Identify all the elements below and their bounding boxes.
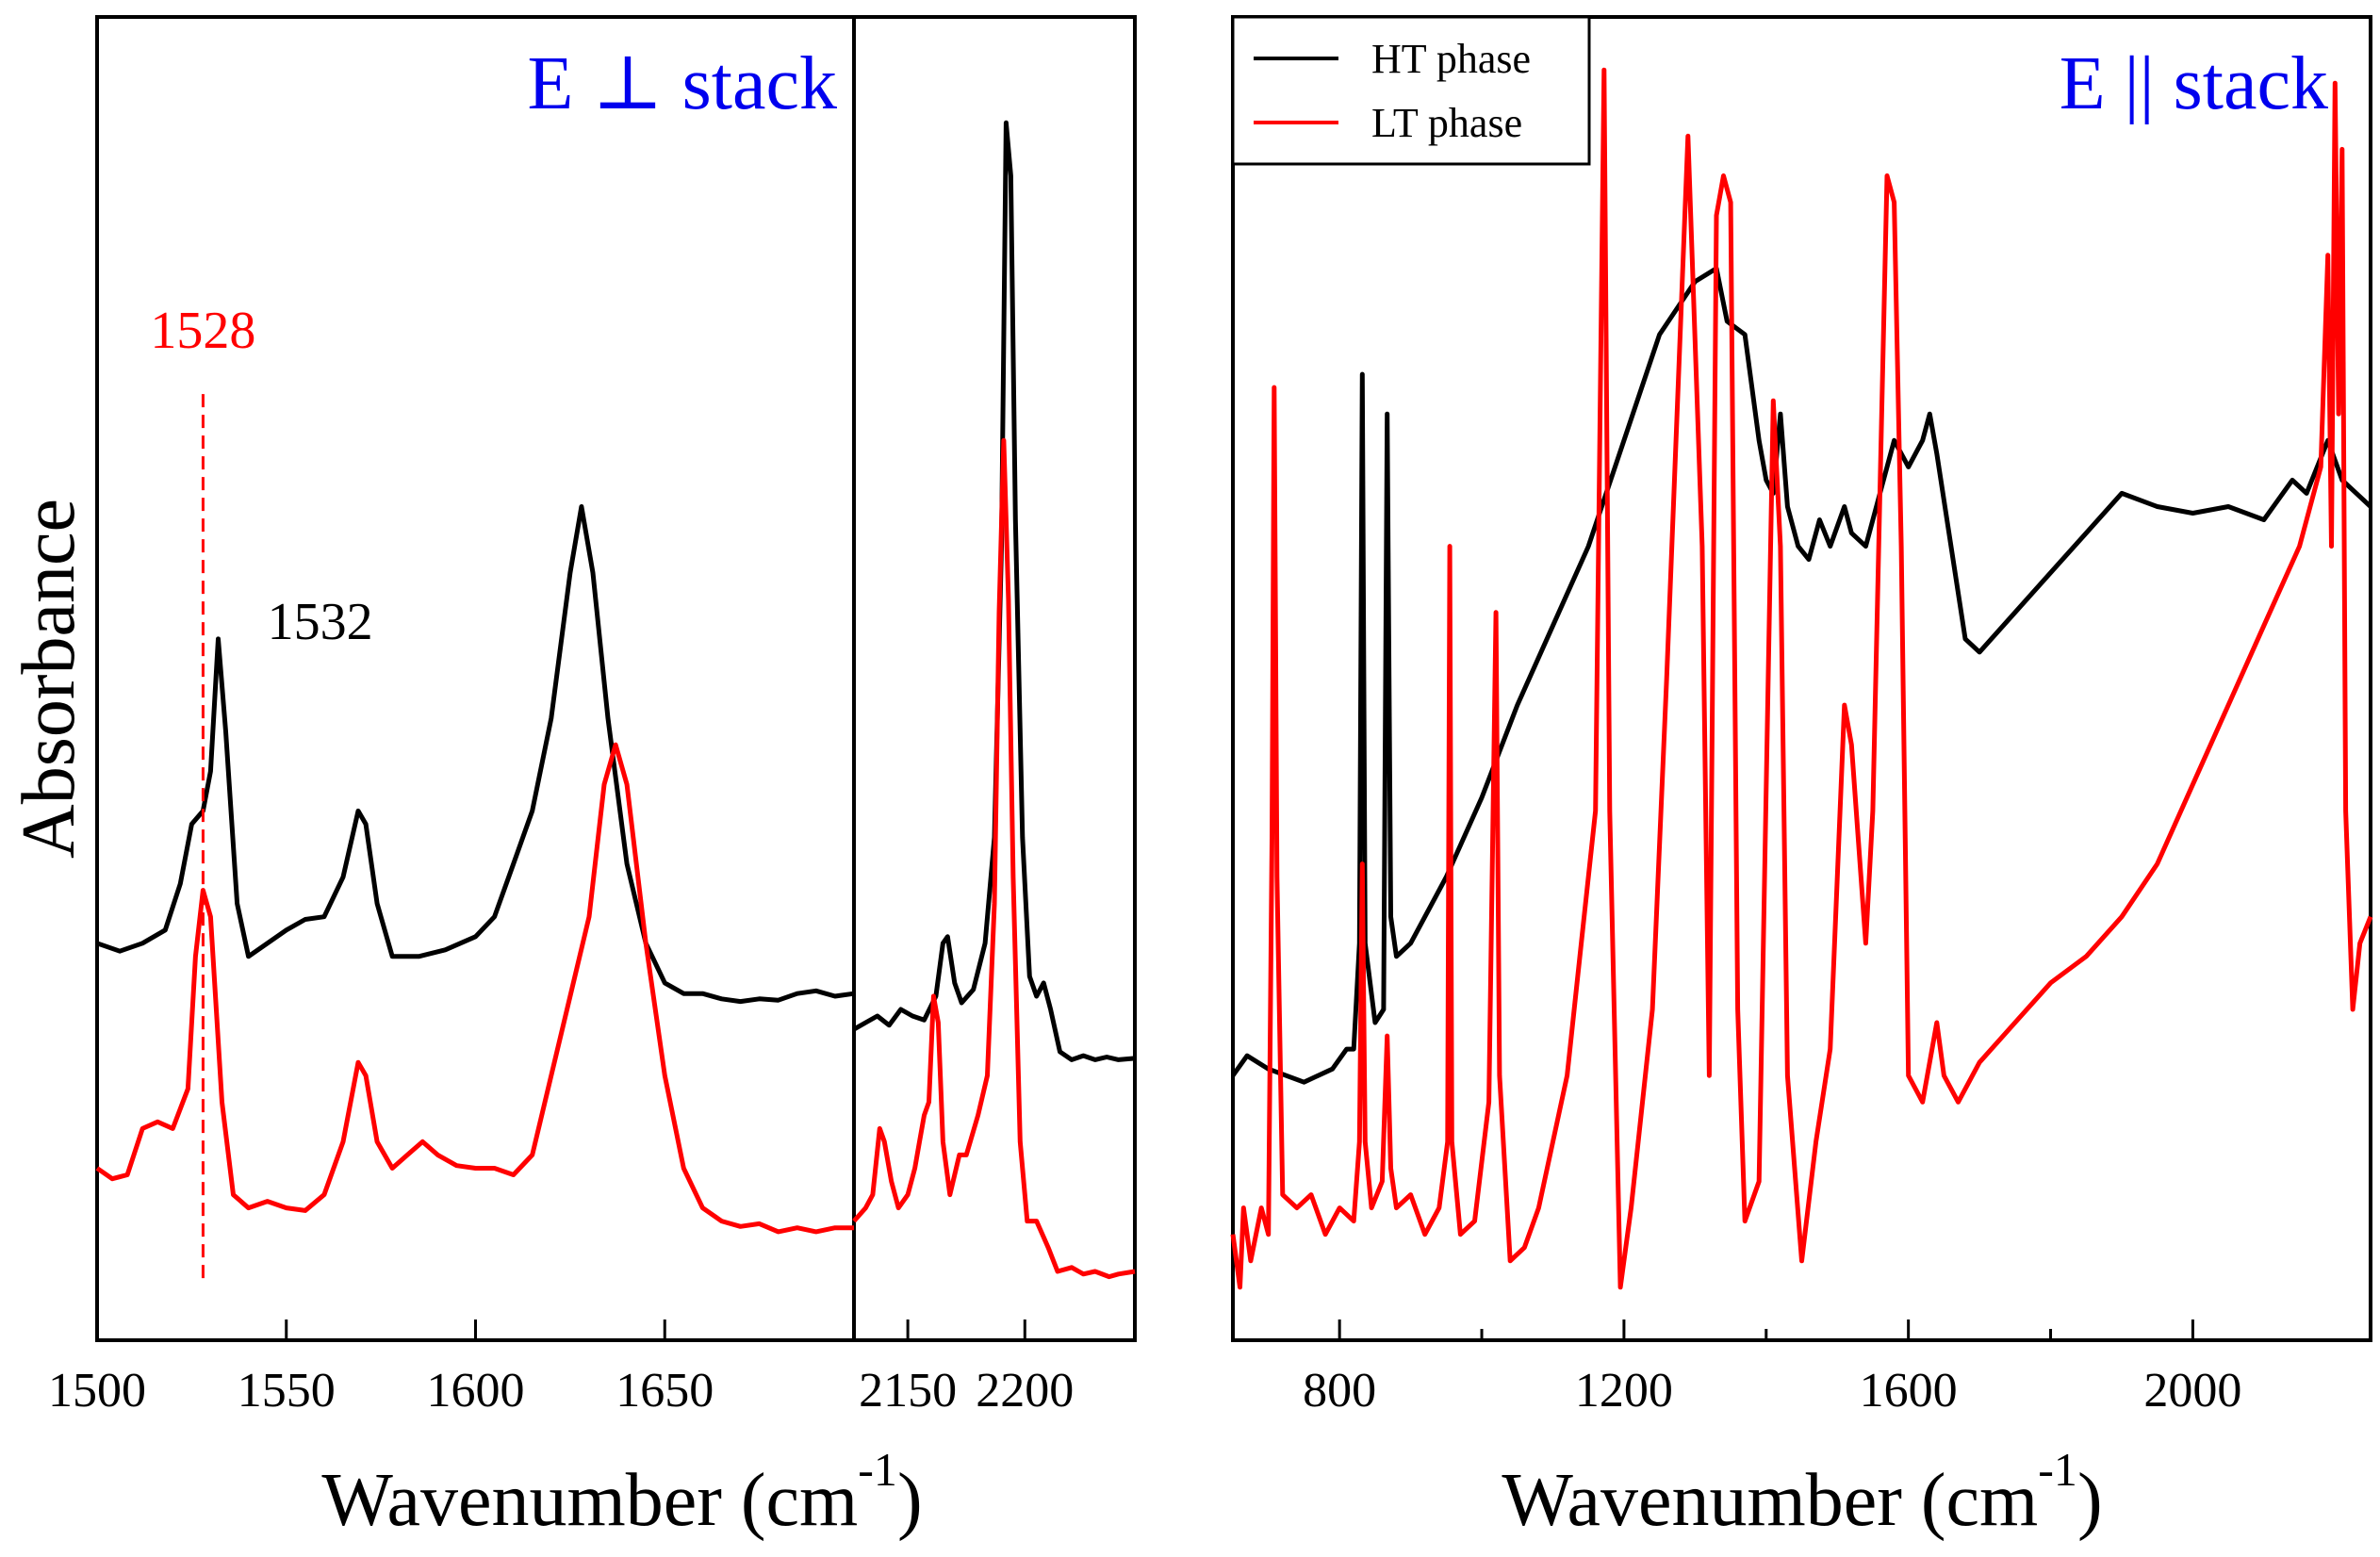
right-series-lt-phase	[1230, 67, 2373, 1290]
left-annotations: 1532 1528	[150, 302, 373, 1281]
left-panel: 1500 1550 1600 1650 2150 2200 1532 1528 E ⊥ st…	[8, 15, 1137, 1542]
left-x-axis-label-sup: -1	[858, 1443, 897, 1496]
left-x-ticks: 1500 1550 1600 1650 2150 2200	[48, 1319, 1074, 1418]
right-plot-frame	[1231, 15, 2372, 1342]
right-x-ticks: 800 1200 1600 2000	[1303, 1319, 2241, 1418]
right-panel-title: E || stack	[2060, 42, 2328, 125]
right-x-axis-label-close: )	[2077, 1459, 2103, 1542]
legend-label-lt: LT phase	[1371, 100, 1522, 146]
left-series-ht-phase-segment-1	[96, 504, 855, 1005]
legend-label-ht: HT phase	[1371, 36, 1531, 82]
legend: HT phase LT phase	[1231, 15, 1591, 166]
right-x-tick-label: 800	[1303, 1364, 1376, 1418]
right-x-tick-label: 1600	[1860, 1364, 1958, 1418]
right-x-axis-label-main: Wavenumber (cm	[1502, 1459, 2038, 1542]
annotation-1528: 1528	[150, 302, 255, 360]
left-series-group	[95, 120, 1136, 1280]
left-plot-frame	[95, 15, 1137, 1342]
left-x-tick-label: 1600	[427, 1364, 525, 1418]
left-series-lt-phase-segment-1	[95, 742, 854, 1235]
right-series-group	[1230, 67, 2373, 1290]
left-x-tick-label: 2200	[976, 1364, 1074, 1418]
annotation-1532: 1532	[268, 593, 373, 651]
left-x-tick-label: 1500	[48, 1364, 146, 1418]
right-panel: 800 1200 1600 2000 HT phase LT phase E || s…	[1230, 15, 2373, 1542]
left-y-axis-label: Absorbance	[8, 499, 90, 859]
left-x-axis-label-main: Wavenumber (cm	[321, 1459, 858, 1542]
left-x-axis-label: Wavenumber (cm-1)	[321, 1443, 922, 1542]
legend-box	[1231, 15, 1591, 166]
right-x-axis-label-sup: -1	[2038, 1443, 2077, 1496]
right-series-ht-phase	[1230, 266, 2372, 1085]
left-x-tick-label: 1550	[238, 1364, 336, 1418]
left-x-tick-label: 1650	[616, 1364, 714, 1418]
right-x-axis-label: Wavenumber (cm-1)	[1502, 1443, 2102, 1542]
left-x-tick-label: 2150	[859, 1364, 957, 1418]
left-panel-title: E ⊥ stack	[528, 42, 837, 125]
right-x-tick-label: 1200	[1575, 1364, 1673, 1418]
right-x-tick-label: 2000	[2143, 1364, 2241, 1418]
left-x-axis-label-close: )	[897, 1459, 923, 1542]
left-series-lt-phase-segment-2	[852, 437, 1136, 1280]
